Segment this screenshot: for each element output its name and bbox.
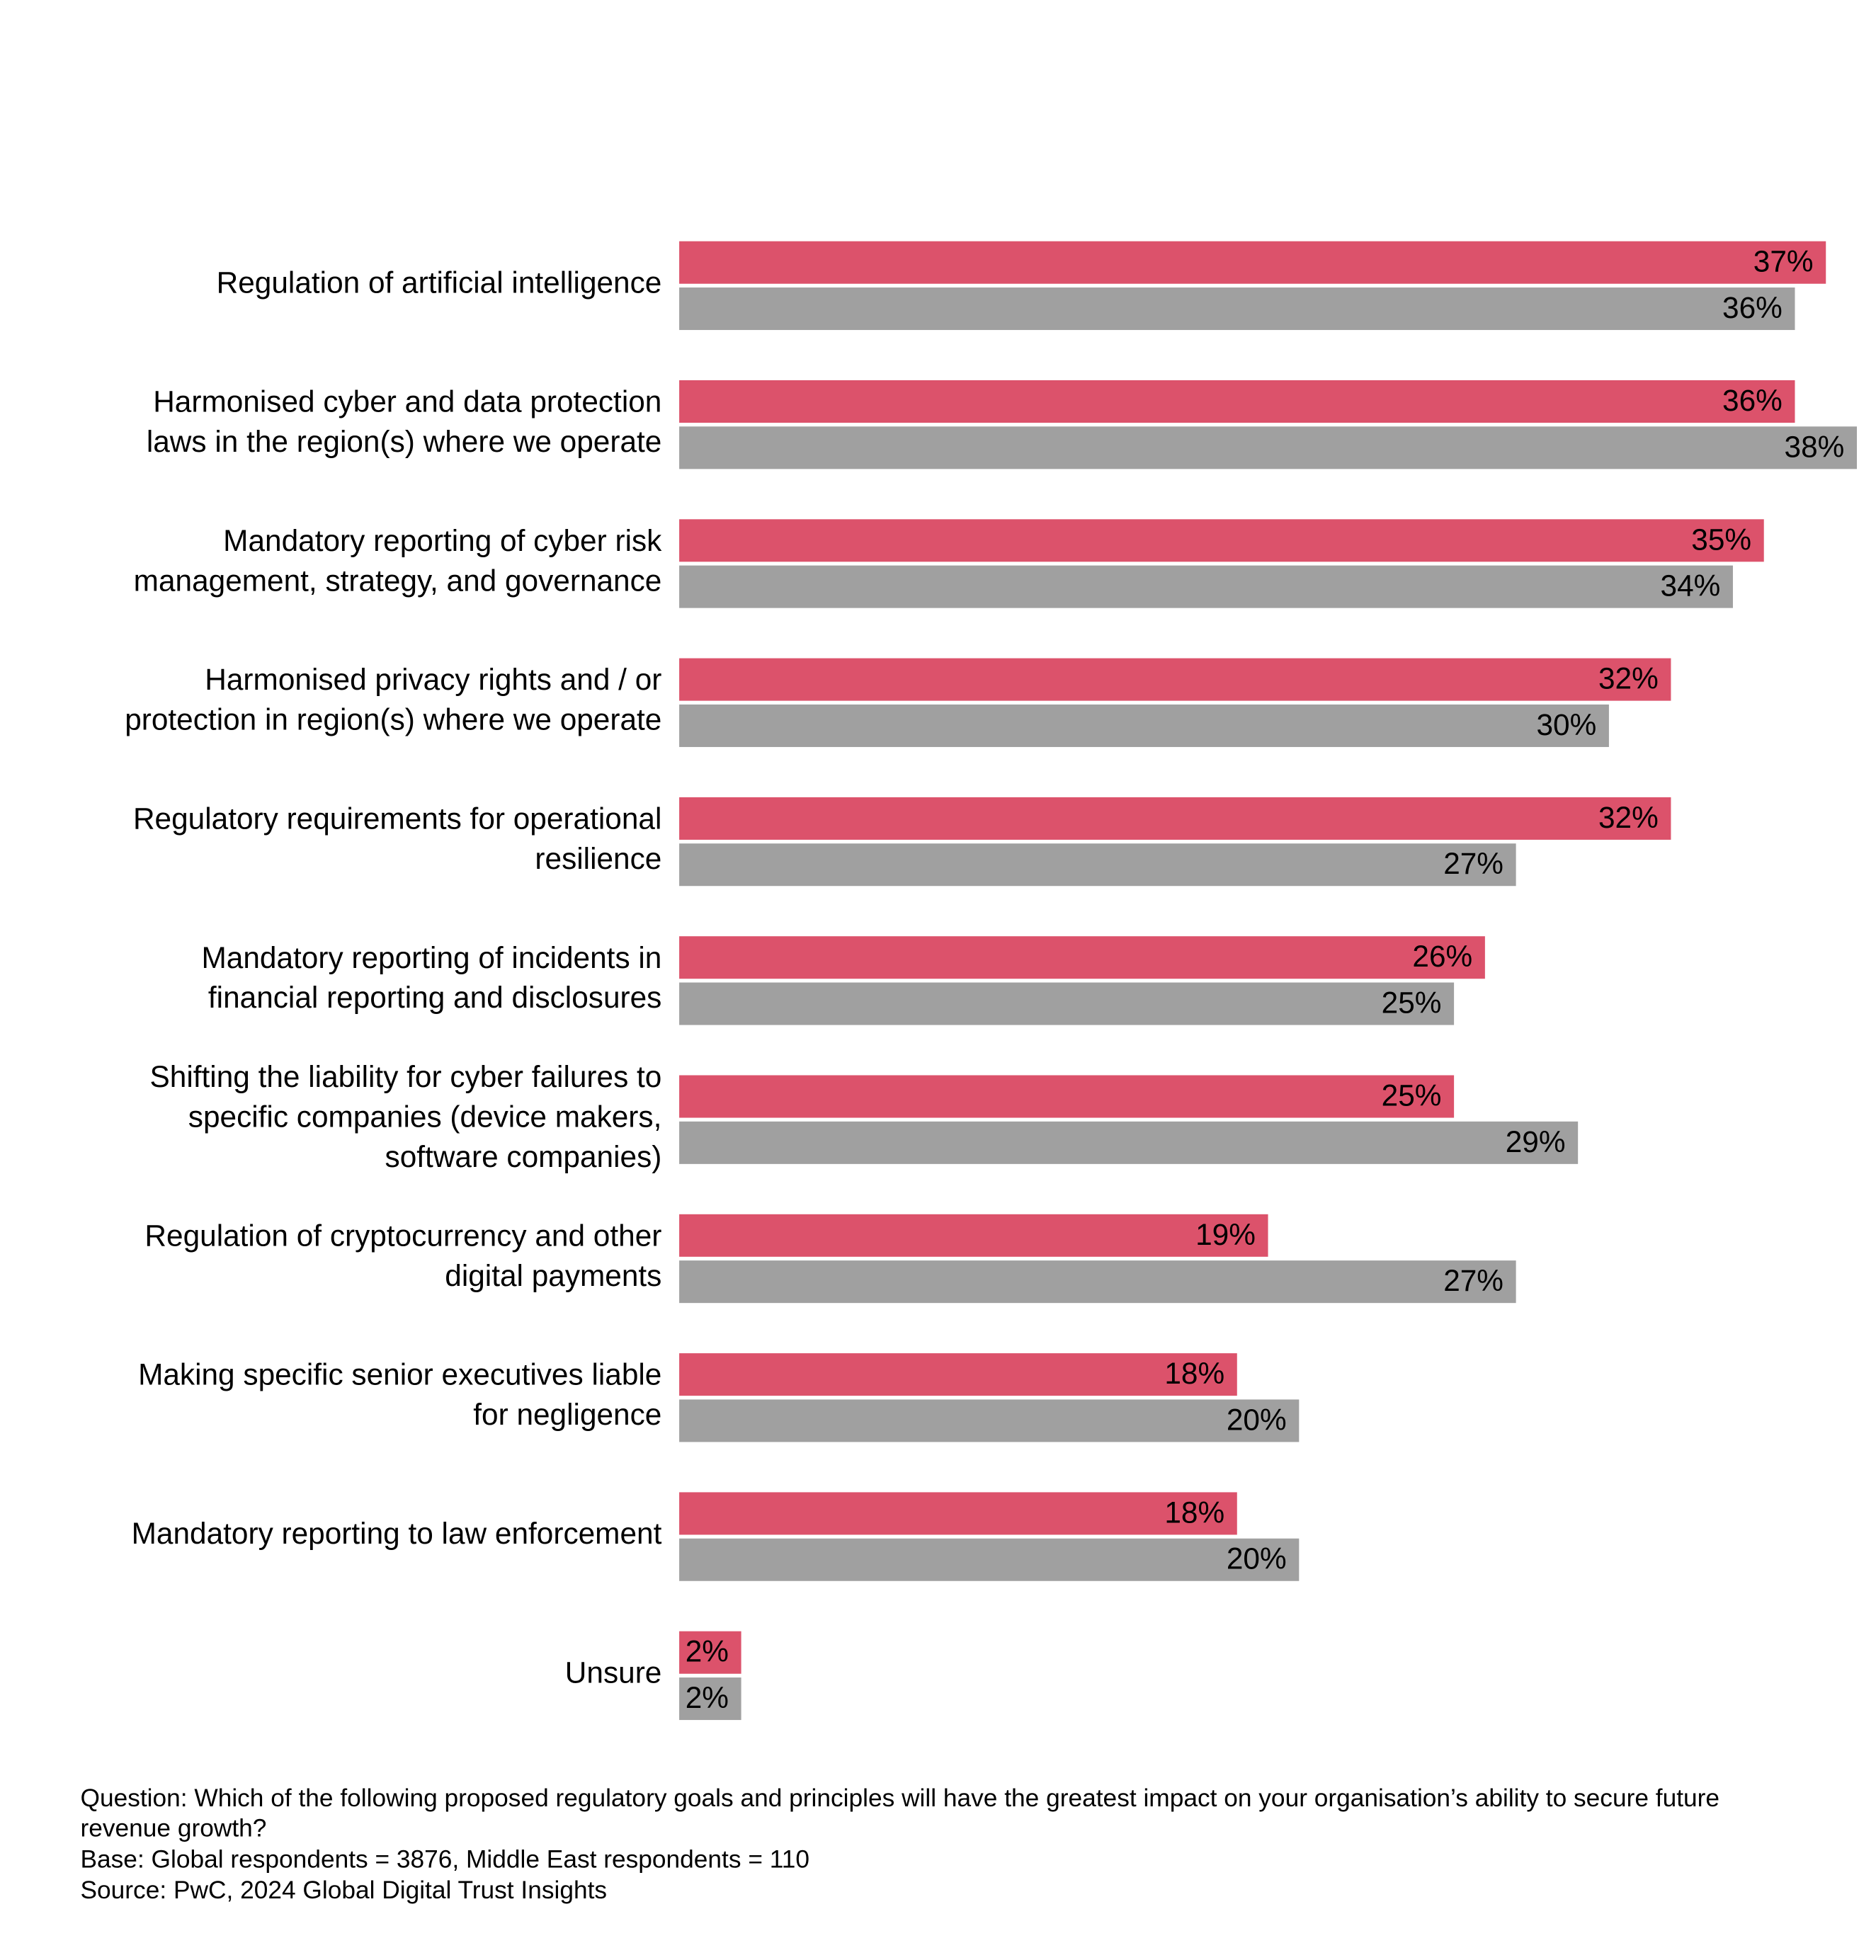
footnote: Source: PwC, 2024 Global Digital Trust I… [81,1876,608,1904]
category-label: Mandatory reporting of incidents in finan… [201,941,661,1014]
value-label: 27% [1443,847,1503,880]
footnote: Base: Global respondents = 3876, Middle … [81,1846,810,1874]
category-label: Harmonised privacy rights and / or protec… [125,663,661,736]
bar [679,1214,1268,1257]
bar [679,1631,741,1674]
bar [679,565,1733,608]
bar [679,982,1455,1025]
value-label: 2% [686,1635,729,1668]
value-label: 32% [1598,662,1659,695]
bar [679,241,1826,284]
bar [679,936,1485,979]
bar [679,1492,1237,1535]
value-label: 25% [1382,1078,1442,1112]
category-label: Mandatory reporting to law enforcement [132,1517,662,1550]
value-label: 20% [1227,1403,1287,1436]
category-label: Regulation of artificial intelligence [217,266,662,300]
bar [679,1399,1300,1442]
value-label: 19% [1195,1218,1256,1251]
category-label: Harmonised cyber and data protection laws… [147,385,662,458]
bar [679,287,1795,331]
category-label: Regulation of cryptocurrency and other di… [144,1219,661,1292]
bar [679,1353,1237,1396]
value-label: 25% [1382,986,1442,1019]
bar [679,1075,1455,1118]
value-label: 18% [1164,1495,1224,1529]
value-label: 32% [1598,801,1659,834]
value-label: 29% [1506,1125,1566,1158]
value-label: 2% [686,1681,729,1714]
category-label: Mandatory reporting of cyber risk managem… [134,524,662,597]
bar [679,843,1516,887]
value-label: 36% [1722,291,1783,324]
value-label: 27% [1443,1264,1503,1297]
value-label: 37% [1753,245,1814,278]
bar [679,1677,741,1721]
category-label: Unsure [565,1656,662,1690]
value-label: 18% [1164,1357,1224,1390]
bar [679,1121,1579,1164]
value-label: 20% [1227,1542,1287,1576]
bar [679,519,1764,562]
value-label: 34% [1661,569,1721,603]
footnote: Question: Which of the following propose… [80,1784,1719,1842]
bar [679,1538,1300,1581]
value-label: 38% [1785,430,1845,463]
category-label: Making specific senior executives liable… [138,1358,661,1431]
bar [679,704,1609,747]
bar [679,658,1671,701]
category-label: Regulatory requirements for operational r… [133,802,661,875]
value-label: 35% [1691,523,1751,556]
value-label: 26% [1412,940,1472,973]
value-label: 36% [1722,384,1783,417]
bar [679,797,1671,840]
bar [679,1260,1516,1304]
category-label: Shifting the liability for cyber failure… [150,1060,662,1173]
bar [679,380,1795,423]
bar [679,426,1858,469]
value-label: 30% [1536,708,1596,741]
